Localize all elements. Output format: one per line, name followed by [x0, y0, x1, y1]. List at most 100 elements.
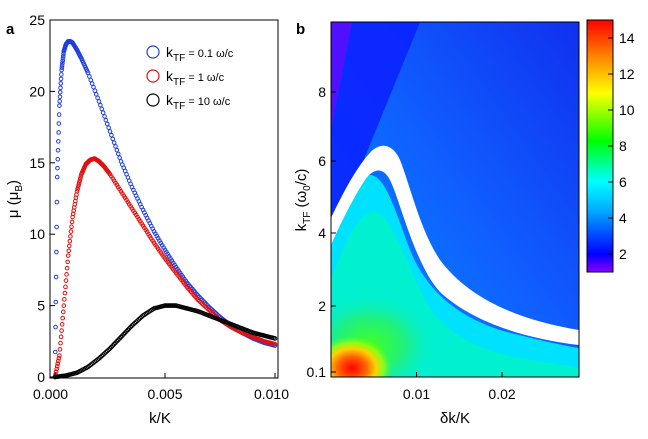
x-tick-label: 0.02 [488, 386, 515, 402]
data-point [56, 358, 61, 364]
legend-label: kTF = 10 ω/c [166, 92, 231, 112]
data-point [57, 94, 63, 100]
heatmap [331, 22, 579, 377]
y-axis-label: μ (μB) [5, 180, 25, 218]
data-point [58, 85, 63, 91]
colorbar-tick-label: 6 [619, 174, 627, 190]
data-point [53, 369, 59, 374]
data-point [110, 136, 116, 142]
panel-a-label: a [6, 21, 15, 38]
data-point [54, 199, 60, 205]
y-tick-label: 6 [318, 153, 326, 169]
data-point [99, 106, 105, 112]
colorbar-tick-label: 14 [619, 30, 635, 46]
data-point [57, 103, 62, 108]
y-tick-label: 2 [318, 298, 326, 314]
y-tick-label: 20 [29, 83, 45, 99]
panel-b-frame [330, 21, 580, 378]
data-point [104, 121, 110, 127]
x-axis-label: δk/K [440, 410, 470, 427]
data-point [59, 72, 64, 77]
data-point [76, 182, 81, 188]
y-tick-label: 4 [318, 225, 326, 241]
data-point [117, 155, 122, 160]
data-point [77, 178, 83, 183]
y-tick-label: 0.1 [307, 364, 327, 380]
data-point [54, 174, 60, 180]
series-3 [52, 303, 278, 380]
data-point [53, 274, 59, 280]
data-point [59, 63, 65, 68]
legend-marker [146, 69, 160, 83]
data-point [58, 334, 64, 340]
data-point [66, 248, 72, 254]
colorbar-tick-label: 10 [619, 102, 635, 118]
data-point [57, 98, 62, 104]
data-point [98, 102, 103, 108]
data-point [54, 363, 60, 369]
data-point [93, 91, 99, 97]
legend-marker [146, 45, 160, 59]
data-point [91, 84, 96, 90]
white-band [331, 145, 579, 345]
data-point [60, 309, 66, 315]
data-point [52, 349, 58, 355]
data-point [53, 299, 59, 305]
data-point [55, 156, 61, 162]
data-point [57, 89, 63, 95]
data-point [114, 147, 120, 153]
data-point [56, 121, 62, 126]
y-axis: 0 5 10 15 20 25 [29, 12, 55, 385]
data-point [88, 77, 94, 83]
data-point [60, 56, 66, 61]
data-point [57, 347, 63, 352]
series-layer [52, 39, 278, 380]
colorbar-tick-label: 2 [619, 246, 627, 262]
data-point [63, 278, 69, 283]
data-point [64, 272, 69, 277]
data-point [68, 229, 74, 234]
data-point [58, 76, 64, 82]
legend-label: kTF = 1 ω/c [166, 68, 225, 88]
data-point [59, 67, 64, 73]
data-point [56, 130, 61, 135]
data-point [62, 297, 67, 302]
data-point [58, 81, 64, 86]
data-point [65, 253, 71, 258]
data-point [57, 353, 62, 358]
data-point [76, 180, 82, 186]
panel-b: b [293, 19, 635, 427]
x-axis: 0.01 0.02 [403, 372, 516, 402]
data-point [56, 112, 62, 117]
x-tick-label: 0.01 [403, 386, 430, 402]
data-point [55, 361, 61, 366]
data-point [60, 58, 66, 64]
heatmap-hotspot [331, 336, 392, 377]
data-point [54, 366, 59, 372]
data-point [56, 139, 61, 144]
y-tick-label: 0 [37, 369, 45, 385]
data-point [59, 322, 65, 327]
data-point [55, 148, 61, 153]
data-point [272, 341, 278, 347]
data-point [115, 151, 121, 157]
data-point [111, 140, 117, 145]
data-point [60, 315, 66, 321]
y-tick-label: 8 [318, 84, 326, 100]
x-tick-label: 0.000 [33, 386, 68, 402]
x-tick-label: 0.005 [147, 386, 182, 402]
data-point [272, 336, 278, 341]
legend-label: kTF = 0.1 ω/c [166, 44, 234, 64]
data-point [54, 224, 59, 230]
data-point [87, 74, 92, 79]
data-point [59, 65, 65, 70]
y-tick-label: 5 [37, 298, 45, 314]
data-point [69, 219, 75, 225]
data-point [107, 129, 113, 134]
data-point [67, 238, 73, 244]
data-point [53, 324, 58, 330]
data-point [96, 99, 102, 104]
data-point [67, 243, 72, 249]
